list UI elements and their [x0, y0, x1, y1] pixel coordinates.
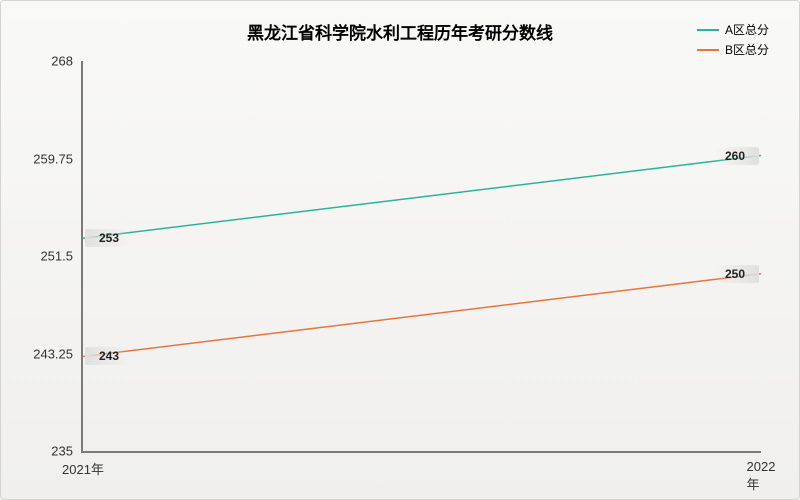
legend-item-b: B区总分 — [697, 41, 769, 58]
chart-title: 黑龙江省科学院水利工程历年考研分数线 — [1, 19, 799, 44]
y-tick-label: 243.25 — [33, 346, 83, 361]
legend-swatch-b — [697, 49, 719, 51]
x-tick-label: 2021年 — [62, 451, 104, 478]
data-label: 253 — [85, 229, 129, 247]
legend-item-a: A区总分 — [697, 21, 769, 38]
chart-container: 黑龙江省科学院水利工程历年考研分数线 A区总分 B区总分 235243.2525… — [0, 0, 800, 500]
data-label: 243 — [85, 347, 129, 365]
plot-area: 235243.25251.5259.75268 2021年2022年 25326… — [81, 61, 761, 453]
data-label: 250 — [715, 265, 759, 283]
series-line-b — [83, 274, 761, 357]
y-tick-label: 251.5 — [40, 249, 83, 264]
legend-label-b: B区总分 — [725, 41, 769, 58]
data-label: 260 — [715, 147, 759, 165]
legend-label-a: A区总分 — [725, 21, 769, 38]
y-tick-label: 259.75 — [33, 151, 83, 166]
series-line-a — [83, 156, 761, 239]
x-tick-label: 2022年 — [747, 451, 776, 493]
y-tick-label: 268 — [51, 54, 83, 69]
legend: A区总分 B区总分 — [697, 21, 769, 61]
series-lines-svg — [83, 61, 761, 451]
legend-swatch-a — [697, 29, 719, 31]
